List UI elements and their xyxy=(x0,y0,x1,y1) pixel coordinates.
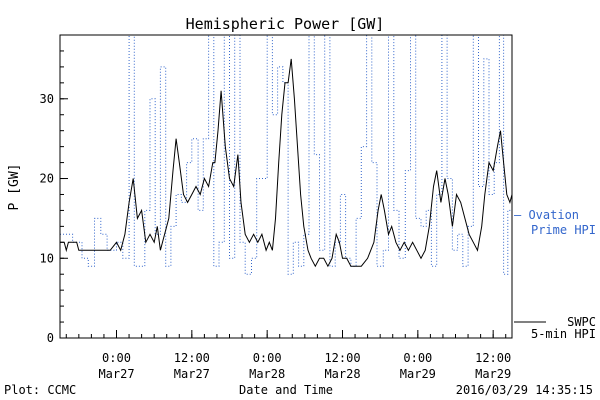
plot-area xyxy=(60,34,513,275)
y-axis: 0 10 20 30 xyxy=(40,34,68,345)
x-axis-label: Date and Time xyxy=(239,383,333,397)
x-tick-date-label: Mar27 xyxy=(174,367,210,381)
series-line-swpc xyxy=(60,58,513,268)
x-tick-date-label: Mar28 xyxy=(249,367,285,381)
x-axis: 0:00 Mar27 12:00 Mar27 0:00 Mar28 12:00 Mar28 0:… xyxy=(65,330,511,381)
legend-ovation-line1: — Ovation xyxy=(514,208,579,222)
y-tick-label: 20 xyxy=(40,172,54,186)
x-tick-date-label: Mar29 xyxy=(475,367,511,381)
plot-timestamp: 2016/03/29 14:35:15 xyxy=(456,383,593,397)
plot-credit: Plot: CCMC xyxy=(4,383,76,397)
legend-swpc-line1: SWPC xyxy=(567,315,596,329)
chart-title: Hemispheric Power [GW] xyxy=(186,15,385,33)
series-line-ovation xyxy=(60,34,512,275)
x-tick-label: 12:00 xyxy=(475,351,511,365)
y-tick-label: 10 xyxy=(40,251,54,265)
y-axis-label: P [GW] xyxy=(7,164,22,211)
x-tick-label: 0:00 xyxy=(253,351,282,365)
legend-ovation-line2: Prime HPI xyxy=(531,223,596,237)
x-tick-date-label: Mar28 xyxy=(324,367,360,381)
y-tick-label: 0 xyxy=(47,331,54,345)
x-tick-date-label: Mar27 xyxy=(98,367,134,381)
x-tick-date-label: Mar29 xyxy=(400,367,436,381)
legend-swpc-line2: 5-min HPI xyxy=(531,327,596,341)
x-tick-label: 0:00 xyxy=(403,351,432,365)
plot-frame xyxy=(59,34,513,339)
x-tick-label: 0:00 xyxy=(102,351,131,365)
y-tick-label: 30 xyxy=(40,92,54,106)
x-tick-label: 12:00 xyxy=(174,351,210,365)
x-tick-label: 12:00 xyxy=(324,351,360,365)
